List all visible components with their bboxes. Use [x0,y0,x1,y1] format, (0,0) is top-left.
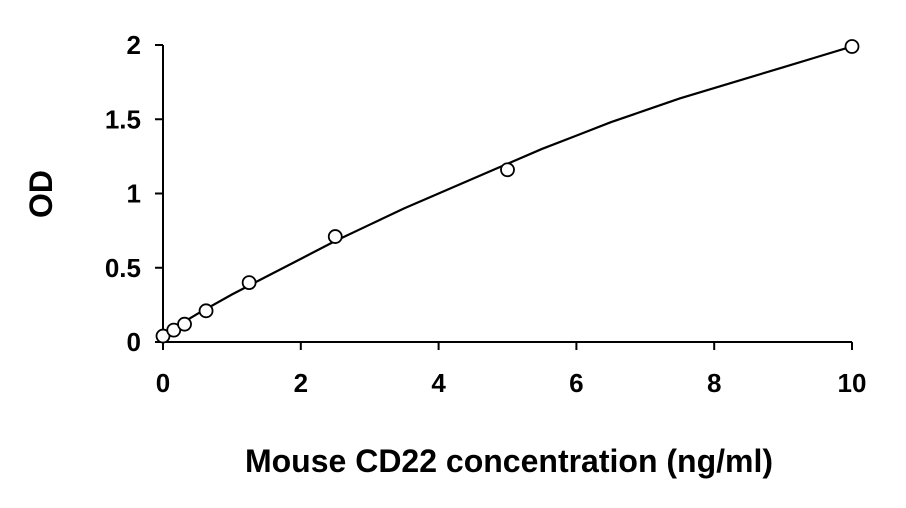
data-point [241,275,257,291]
x-tick-label: 0 [156,368,170,398]
y-tick-label: 1 [127,179,141,209]
x-tick-label: 8 [707,368,721,398]
x-tick-label: 6 [569,368,583,398]
x-tick-label: 2 [294,368,308,398]
y-axis-title: OD [23,170,59,218]
x-tick-label: 4 [431,368,446,398]
data-point [327,229,343,244]
data-point [198,303,214,319]
data-point [177,316,192,332]
x-tick-label: 10 [838,368,867,398]
axes [162,45,852,343]
x-axis-ticks: 0 2 4 6 8 10 [156,342,867,398]
y-tick-label: 1.5 [105,104,141,134]
y-axis-ticks: 0 0.5 1 1.5 2 [105,30,163,357]
y-tick-label: 0 [127,327,141,357]
data-point [500,162,515,178]
y-tick-label: 0.5 [105,253,141,283]
x-axis-title: Mouse CD22 concentration (ng/ml) [245,443,773,479]
fit-curve-layer [162,45,853,336]
data-point [844,39,860,54]
y-tick-label: 2 [127,30,141,60]
fit-curve-line [162,45,853,336]
data-points-layer [155,39,860,344]
